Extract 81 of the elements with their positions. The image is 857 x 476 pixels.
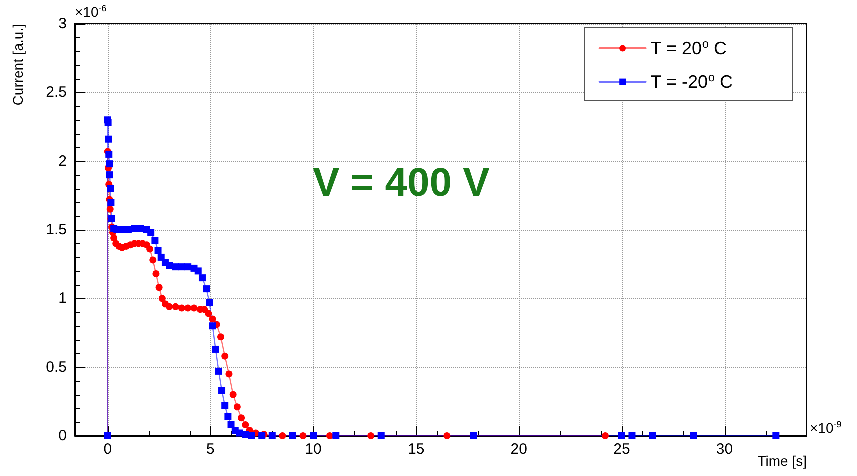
point [234, 404, 241, 411]
point [166, 262, 174, 270]
point [152, 270, 160, 278]
point [206, 299, 214, 306]
point [107, 185, 114, 192]
point [378, 432, 385, 440]
x-tick-label: 10 [305, 441, 322, 458]
point [228, 422, 235, 429]
y-tick-label: 1 [58, 290, 67, 308]
x-tick-label: 5 [206, 441, 215, 458]
point [242, 431, 250, 438]
point [649, 432, 656, 440]
point [178, 304, 186, 312]
point [690, 432, 698, 440]
point [131, 225, 138, 232]
point [242, 422, 250, 429]
point [279, 432, 286, 440]
point [238, 414, 246, 422]
point [326, 432, 334, 440]
point [158, 254, 165, 261]
point [152, 237, 159, 244]
point [224, 413, 232, 420]
point [332, 432, 340, 440]
x-tick-label: 30 [716, 441, 734, 458]
point [194, 268, 202, 275]
y-axis-title: Current [a.u.] [10, 24, 26, 106]
point [184, 264, 192, 271]
x-tick-label: 0 [104, 441, 112, 458]
point [106, 160, 114, 168]
point [150, 256, 157, 264]
y-tick-label: 2 [58, 152, 67, 170]
point [184, 304, 192, 312]
y-tick-label: 0 [58, 428, 67, 444]
y-tick-label: 1.5 [46, 222, 67, 238]
point [203, 286, 210, 293]
point [106, 206, 114, 213]
y-tick-label: 2.5 [46, 84, 67, 102]
point [166, 303, 174, 310]
point [230, 391, 237, 398]
point [618, 432, 626, 440]
point [209, 322, 216, 330]
point [190, 304, 198, 312]
point [248, 432, 256, 440]
point [106, 172, 114, 179]
y-tick-label: 3 [58, 16, 67, 32]
point [209, 316, 216, 323]
point [105, 136, 112, 143]
point [104, 119, 112, 126]
point [368, 432, 375, 440]
point [108, 199, 115, 206]
point [156, 284, 163, 292]
point [222, 402, 229, 410]
x-tick-label: 15 [408, 441, 425, 458]
point [205, 310, 212, 318]
x-tick-label: 20 [510, 441, 528, 458]
point [602, 432, 609, 440]
point [172, 303, 180, 310]
x-axis-title: Time [s] [758, 453, 807, 469]
point [444, 432, 451, 440]
point [300, 432, 307, 440]
point [106, 150, 113, 158]
point [201, 306, 208, 314]
point [772, 432, 780, 440]
point [628, 432, 636, 440]
point [215, 368, 222, 375]
point [226, 370, 233, 378]
x-tick-label: 25 [614, 441, 630, 458]
point [148, 229, 155, 236]
point [310, 432, 318, 440]
point [217, 334, 224, 341]
point [158, 295, 166, 302]
point [470, 432, 478, 440]
annotation: V = 400 V [313, 161, 490, 205]
point [146, 246, 154, 253]
point [218, 387, 226, 394]
point [222, 352, 229, 360]
point [154, 247, 162, 254]
point [110, 234, 118, 242]
y-tick-label: 0.5 [46, 358, 67, 376]
point [198, 274, 206, 282]
point [212, 346, 220, 353]
